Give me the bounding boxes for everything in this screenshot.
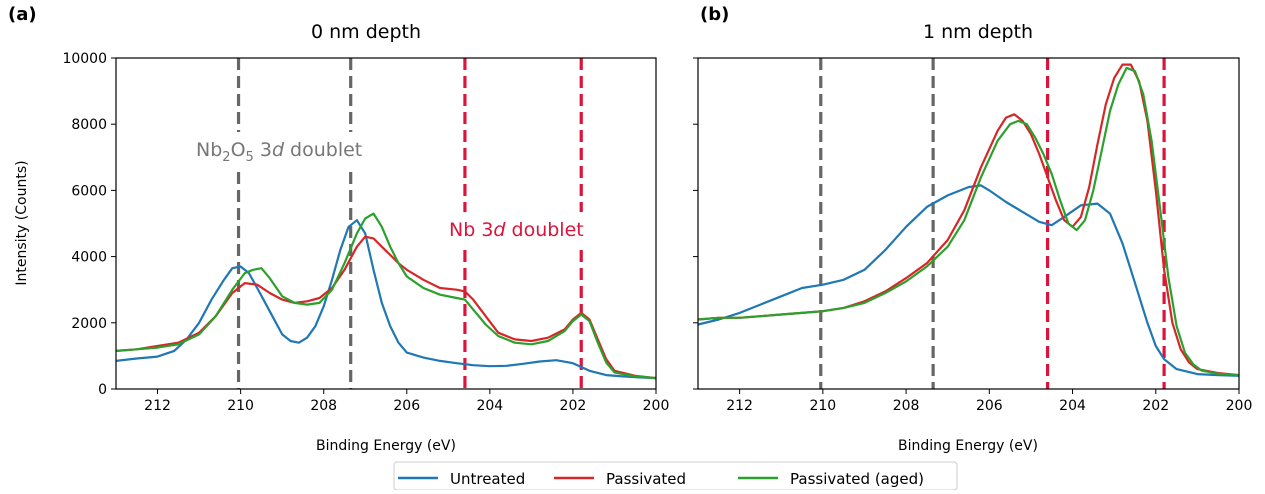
panel-b-yticks <box>693 57 698 390</box>
annotation-metal-doublet: Nb 3d doublet <box>449 219 584 241</box>
panel-b-title: 1 nm depth <box>923 21 1033 43</box>
y-tick-label: 6000 <box>71 183 107 199</box>
x-tick-label: 202 <box>560 398 587 414</box>
panel-a-title: 0 nm depth <box>311 21 421 43</box>
series-line-passivated-aged <box>115 212 657 380</box>
panel-a-ylabel: Intensity (Counts) <box>14 160 30 285</box>
panel-a: (a) 0 nm depth Intensity (Counts) Bindin… <box>8 4 669 454</box>
ann-oxide-italic: d <box>272 139 285 161</box>
series-line-passivated <box>115 235 657 380</box>
y-tick-label: 10000 <box>62 51 107 67</box>
ann-metal-prefix: Nb 3 <box>449 219 493 241</box>
panel-a-label: (a) <box>8 4 37 25</box>
x-tick-label: 200 <box>1226 398 1253 414</box>
x-tick-label: 200 <box>643 398 670 414</box>
panel-b-label: (b) <box>700 4 729 25</box>
panel-a-frame <box>115 57 657 390</box>
panel-b-xticks: 212 210 208 206 204 202 200 <box>726 389 1252 414</box>
panel-b-series <box>697 63 1240 377</box>
ann-oxide-space: 3 <box>254 139 272 161</box>
panel-b-frame <box>697 57 1240 390</box>
panel-b: (b) 1 nm depth Binding Energy (eV) 212 21… <box>693 4 1252 454</box>
x-tick-label: 212 <box>726 398 753 414</box>
ann-metal-italic: d <box>493 219 506 241</box>
x-tick-label: 208 <box>893 398 920 414</box>
ann-metal-suffix: doublet <box>505 219 583 241</box>
ann-oxide-suffix: doublet <box>284 139 362 161</box>
y-tick-label: 2000 <box>71 316 107 332</box>
panel-a-yticks: 0 2000 4000 6000 8000 10000 <box>62 51 116 398</box>
y-tick-label: 8000 <box>71 117 107 133</box>
x-tick-label: 204 <box>476 398 503 414</box>
series-line-passivated <box>697 63 1240 377</box>
panel-a-xlabel: Binding Energy (eV) <box>316 438 456 454</box>
ann-oxide-sub2: 5 <box>246 150 254 165</box>
x-tick-label: 204 <box>1059 398 1086 414</box>
ann-oxide-sub1: 2 <box>222 150 230 165</box>
annotation-oxide-doublet: Nb2O5 3d doublet <box>196 139 362 165</box>
x-tick-label: 202 <box>1142 398 1169 414</box>
x-tick-label: 206 <box>393 398 420 414</box>
legend-label-passivated: Passivated <box>606 470 686 488</box>
y-tick-label: 4000 <box>71 250 107 266</box>
x-tick-label: 210 <box>809 398 836 414</box>
legend-label-passivated-aged: Passivated (aged) <box>790 470 924 488</box>
x-tick-label: 210 <box>227 398 254 414</box>
series-line-untreated <box>697 184 1240 377</box>
panel-a-vlines <box>236 58 583 389</box>
legend: Untreated Passivated Passivated (aged) <box>393 461 958 491</box>
panel-b-vlines <box>819 58 1166 389</box>
ann-oxide-mid: O <box>231 139 246 161</box>
panel-a-series <box>115 212 657 380</box>
y-tick-label: 0 <box>98 382 107 398</box>
panel-a-xticks: 212 210 208 206 204 202 200 <box>144 389 669 414</box>
x-tick-label: 208 <box>310 398 337 414</box>
series-line-untreated <box>115 219 657 380</box>
panel-b-xlabel: Binding Energy (eV) <box>898 438 1038 454</box>
x-tick-label: 212 <box>144 398 171 414</box>
ann-oxide-prefix: Nb <box>196 139 222 161</box>
series-line-passivated-aged <box>697 66 1240 377</box>
x-tick-label: 206 <box>976 398 1003 414</box>
legend-label-untreated: Untreated <box>450 470 525 488</box>
